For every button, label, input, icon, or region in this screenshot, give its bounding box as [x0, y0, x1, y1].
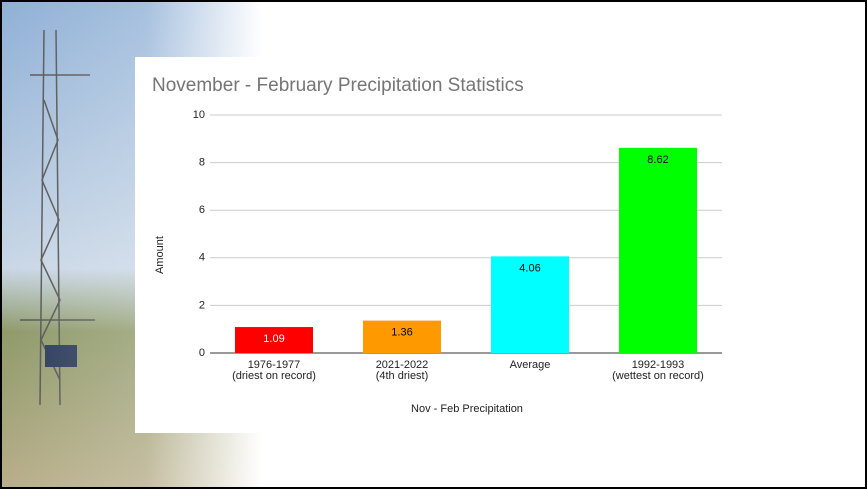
y-tick-label: 6: [199, 204, 205, 216]
y-tick-label: 0: [199, 347, 205, 359]
slide: November - February Precipitation Statis…: [0, 0, 867, 489]
value-label: 1.36: [391, 327, 412, 339]
value-label: 1.09: [263, 333, 284, 345]
y-tick-label: 10: [193, 109, 205, 121]
y-tick-label: 2: [199, 299, 205, 311]
value-label: 8.62: [647, 154, 668, 166]
y-axis-label: Amount: [154, 236, 166, 274]
bar: [619, 148, 697, 353]
x-axis-label: Nov - Feb Precipitation: [411, 403, 523, 415]
x-tick-label: Average: [510, 359, 551, 371]
y-tick-label: 8: [199, 157, 205, 169]
y-tick-label: 4: [199, 252, 205, 264]
chart-title: November - February Precipitation Statis…: [152, 75, 524, 96]
x-tick-label: (driest on record): [232, 370, 316, 382]
x-tick-label: (4th driest): [376, 370, 429, 382]
value-label: 4.06: [519, 262, 540, 274]
x-tick-label: (wettest on record): [612, 370, 704, 382]
